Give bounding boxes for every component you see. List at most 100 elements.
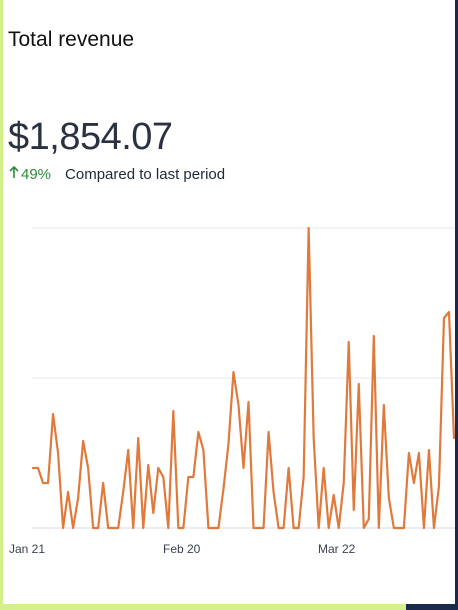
data-point: [242, 466, 246, 470]
data-point: [76, 496, 80, 500]
data-point: [437, 484, 441, 488]
data-point: [377, 526, 381, 530]
data-point: [402, 526, 406, 530]
data-point: [327, 526, 331, 530]
data-point: [387, 496, 391, 500]
data-point: [452, 436, 455, 440]
data-point: [61, 526, 65, 530]
data-point: [46, 481, 50, 485]
data-point: [447, 310, 451, 314]
data-point: [282, 526, 286, 530]
data-point: [442, 316, 446, 320]
arrow-up-icon: [9, 165, 19, 183]
data-point: [412, 481, 416, 485]
data-point: [432, 526, 436, 530]
data-point: [302, 475, 306, 479]
right-edge-accent: [455, 0, 458, 604]
data-point: [51, 412, 55, 416]
data-point: [71, 526, 75, 530]
data-point: [196, 430, 200, 434]
data-point: [257, 526, 261, 530]
data-point: [427, 448, 431, 452]
data-point: [231, 370, 235, 374]
data-point: [247, 400, 251, 404]
data-point: [206, 526, 210, 530]
data-point: [367, 517, 371, 521]
data-point: [211, 526, 215, 530]
data-point: [181, 526, 185, 530]
data-point: [86, 466, 90, 470]
data-point: [156, 466, 160, 470]
change-badge: 49%: [9, 165, 52, 183]
x-tick-label: Mar 22: [318, 542, 356, 556]
x-tick-label: Feb 20: [163, 542, 201, 556]
data-point: [216, 526, 220, 530]
data-point: [106, 526, 110, 530]
change-percent: 49%: [21, 166, 52, 183]
data-point: [191, 475, 195, 479]
data-point: [342, 481, 346, 485]
data-point: [422, 526, 426, 530]
data-point: [56, 451, 60, 455]
data-point: [272, 490, 276, 494]
total-revenue-value: $1,854.07: [8, 116, 173, 158]
data-point: [312, 436, 316, 440]
data-point: [277, 526, 281, 530]
data-point: [101, 481, 105, 485]
data-point: [116, 526, 120, 530]
revenue-card: Total revenue $1,854.07 49% Compared to …: [3, 0, 455, 604]
data-point: [362, 526, 366, 530]
data-point: [347, 340, 351, 344]
data-point: [121, 490, 125, 494]
data-point: [176, 526, 180, 530]
left-edge-accent: [0, 0, 3, 610]
comparison-label: Compared to last period: [65, 166, 226, 183]
bottom-corner-accent: [406, 604, 458, 610]
card-title: Total revenue: [8, 28, 135, 51]
data-point: [126, 448, 130, 452]
data-point: [352, 508, 356, 512]
revenue-series-line: [31, 226, 455, 530]
data-point: [262, 526, 266, 530]
data-point: [392, 526, 396, 530]
data-point: [382, 403, 386, 407]
data-point: [221, 487, 225, 491]
data-point: [357, 382, 361, 386]
data-point: [267, 430, 271, 434]
data-point: [96, 526, 100, 530]
data-point: [31, 466, 35, 470]
data-point: [317, 526, 321, 530]
data-point: [407, 451, 411, 455]
data-point: [236, 403, 240, 407]
data-point: [66, 490, 70, 494]
data-point: [131, 526, 135, 530]
data-point: [297, 526, 301, 530]
data-point: [166, 526, 170, 530]
data-point: [201, 448, 205, 452]
data-point: [161, 475, 165, 479]
data-point: [171, 409, 175, 413]
data-point: [36, 466, 40, 470]
data-point: [322, 466, 326, 470]
data-point: [252, 526, 256, 530]
data-point: [41, 481, 45, 485]
data-point: [226, 442, 230, 446]
data-point: [136, 436, 140, 440]
change-row: 49% Compared to last period: [9, 165, 226, 183]
data-point: [186, 475, 190, 479]
data-point: [417, 451, 421, 455]
data-point: [151, 511, 155, 515]
data-point: [111, 526, 115, 530]
data-point: [81, 439, 85, 443]
bottom-edge-accent: [0, 604, 458, 610]
data-point: [146, 463, 150, 467]
data-point: [91, 526, 95, 530]
data-point: [397, 526, 401, 530]
data-point: [307, 226, 311, 230]
data-point: [372, 334, 376, 338]
data-point: [141, 526, 145, 530]
revenue-line-chart: Jan 21 Feb 20 Mar 22: [9, 226, 455, 556]
data-point: [332, 493, 336, 497]
data-point: [292, 526, 296, 530]
data-point: [287, 466, 291, 470]
